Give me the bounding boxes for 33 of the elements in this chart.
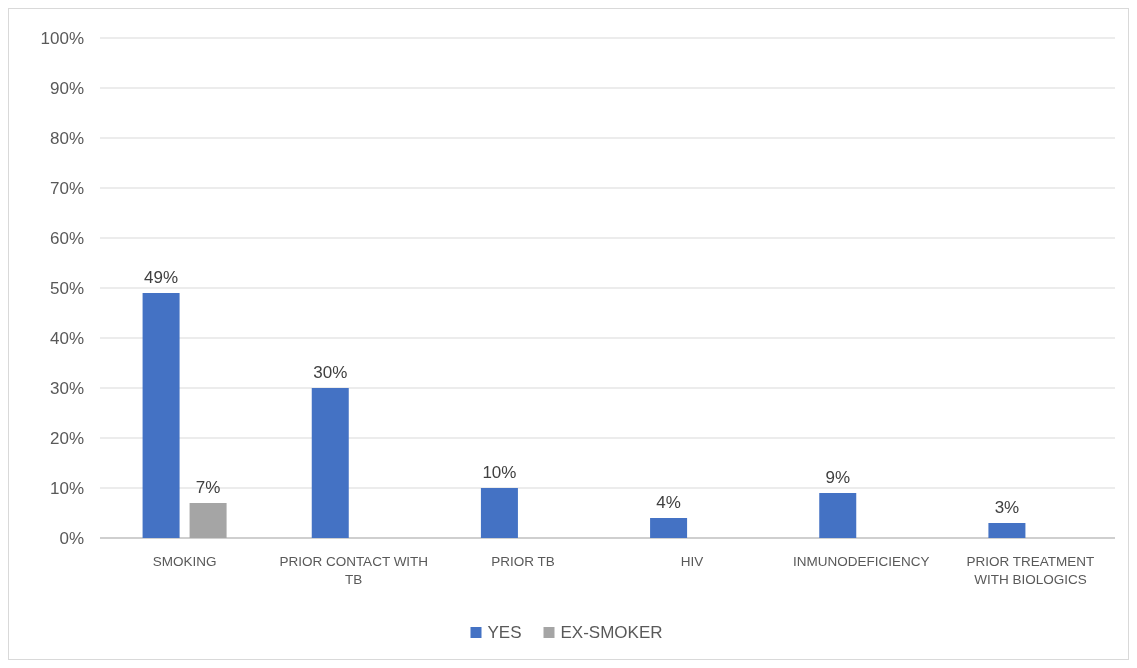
legend-label: EX-SMOKER xyxy=(560,623,663,642)
y-tick-label: 10% xyxy=(49,478,84,498)
y-tick-label: 50% xyxy=(49,278,84,298)
bar xyxy=(819,493,857,538)
bar xyxy=(650,518,688,538)
y-tick-label: 0% xyxy=(59,528,84,548)
y-tick-label: 70% xyxy=(49,178,84,198)
bar xyxy=(189,503,227,538)
data-label: 10% xyxy=(482,463,517,482)
x-tick-label: PRIOR TB xyxy=(491,554,555,569)
data-label: 49% xyxy=(144,268,179,287)
x-tick-label: INMUNODEFICIENCY xyxy=(792,554,930,569)
y-tick-label: 80% xyxy=(49,128,84,148)
bar xyxy=(311,388,349,538)
x-tick-label: PRIOR TREATMENT WITH BIOLOGICS xyxy=(966,554,1095,587)
legend-label: YES xyxy=(487,623,522,642)
x-tick-label: PRIOR CONTACT WITH TB xyxy=(279,554,429,587)
y-tick-label: 90% xyxy=(49,78,84,98)
y-tick-label: 20% xyxy=(49,428,84,448)
data-label: 9% xyxy=(825,468,851,487)
y-tick-label: 40% xyxy=(49,328,84,348)
y-tick-label: 30% xyxy=(49,378,84,398)
y-tick-label: 100% xyxy=(40,28,84,48)
data-label: 4% xyxy=(656,493,681,512)
data-label: 30% xyxy=(313,363,348,382)
data-label: 3% xyxy=(994,498,1020,517)
x-tick-label: SMOKING xyxy=(152,554,217,569)
data-label: 7% xyxy=(195,478,221,497)
bar xyxy=(988,523,1026,538)
bar xyxy=(480,488,518,538)
x-tick-label: HIV xyxy=(680,554,704,569)
y-tick-label: 60% xyxy=(49,228,84,248)
bar xyxy=(142,293,180,538)
